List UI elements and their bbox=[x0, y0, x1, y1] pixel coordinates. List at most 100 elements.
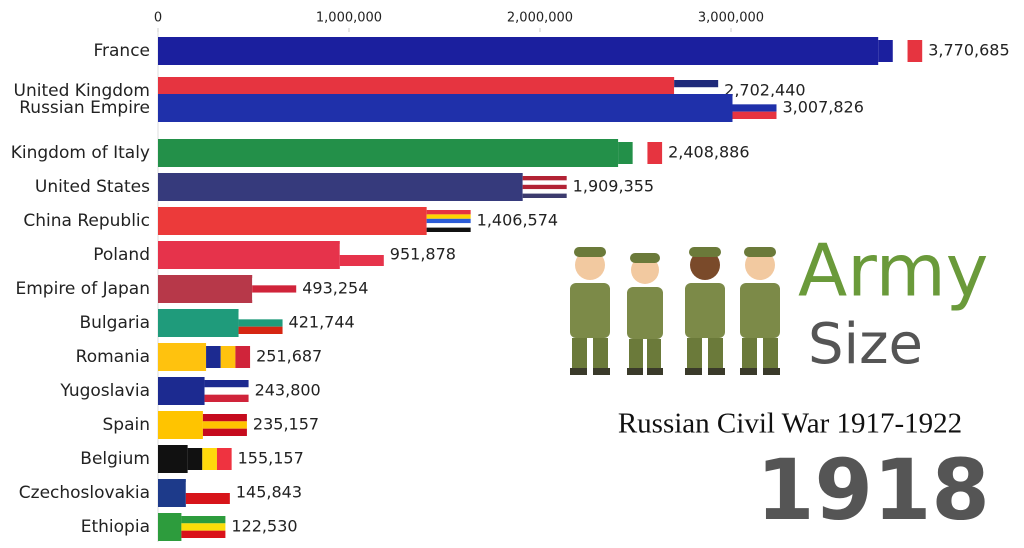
category-label: Russian Empire bbox=[19, 98, 150, 118]
flag-stripe bbox=[220, 346, 236, 368]
category-label: China Republic bbox=[23, 211, 150, 231]
flag-stripe bbox=[181, 530, 226, 538]
flag-stripe bbox=[181, 523, 226, 531]
category-label: France bbox=[93, 41, 150, 61]
flag-stripe bbox=[185, 482, 230, 493]
flag-stripe bbox=[204, 380, 249, 388]
bar bbox=[158, 173, 523, 201]
flag-stripe bbox=[216, 448, 232, 470]
flag-stripe bbox=[238, 326, 283, 334]
flag-stripe bbox=[204, 387, 249, 395]
value-label: 493,254 bbox=[302, 279, 368, 298]
value-label: 243,800 bbox=[255, 381, 321, 400]
period-label: 1918 bbox=[756, 441, 990, 539]
flag-stripe bbox=[202, 421, 247, 429]
flag-stripe bbox=[632, 142, 648, 164]
bar bbox=[158, 275, 253, 303]
bar bbox=[158, 309, 239, 337]
flag-stripe bbox=[252, 285, 297, 293]
category-label: Kingdom of Italy bbox=[11, 143, 150, 163]
value-label: 122,530 bbox=[231, 517, 297, 536]
flag-stripe bbox=[732, 111, 777, 119]
bar bbox=[158, 445, 188, 473]
category-label: Empire of Japan bbox=[16, 279, 151, 299]
flag-stripe bbox=[907, 40, 923, 62]
value-label: 155,157 bbox=[238, 449, 304, 468]
flag-stripe bbox=[878, 40, 893, 62]
flag-stripe bbox=[187, 448, 203, 470]
flag-stripe bbox=[522, 184, 567, 190]
chart-subtitle: Size bbox=[808, 312, 923, 377]
x-tick-label: 2,000,000 bbox=[507, 11, 573, 26]
flag-stripe bbox=[181, 516, 226, 524]
flag-stripe bbox=[252, 292, 297, 300]
category-label: Romania bbox=[76, 347, 150, 367]
category-label: Spain bbox=[103, 415, 151, 435]
flag-stripe bbox=[522, 189, 567, 194]
flag-stripe bbox=[235, 346, 251, 368]
flag-stripe bbox=[238, 312, 283, 320]
flag-stripe bbox=[732, 97, 777, 105]
bar bbox=[158, 139, 619, 167]
bar bbox=[158, 94, 733, 122]
flag-stripe bbox=[732, 104, 777, 112]
flag-stripe bbox=[522, 176, 567, 181]
flag-stripe bbox=[674, 87, 719, 95]
flag-stripe bbox=[202, 414, 247, 422]
bar bbox=[158, 343, 207, 371]
value-label: 2,702,440 bbox=[724, 81, 805, 100]
value-label: 145,843 bbox=[236, 483, 302, 502]
bar bbox=[158, 207, 427, 235]
category-label: United Kingdom bbox=[14, 81, 150, 101]
category-label: Bulgaria bbox=[80, 313, 151, 333]
value-label: 421,744 bbox=[289, 313, 355, 332]
flag-stripe bbox=[426, 218, 471, 224]
flag-stripe bbox=[426, 223, 471, 228]
bar bbox=[158, 411, 203, 439]
value-label: 1,909,355 bbox=[573, 177, 654, 196]
flag-stripe bbox=[339, 244, 384, 255]
flag-stripe bbox=[185, 493, 230, 504]
flag-stripe bbox=[522, 180, 567, 185]
bar bbox=[158, 479, 186, 507]
flag-stripe bbox=[204, 394, 249, 402]
chart-title: Army bbox=[798, 229, 988, 313]
soldiers-illustration bbox=[570, 247, 780, 375]
category-label: Czechoslovakia bbox=[19, 483, 150, 503]
flag-stripe bbox=[522, 193, 567, 198]
flag-stripe bbox=[618, 142, 633, 164]
x-tick-label: 1,000,000 bbox=[316, 11, 382, 26]
value-label: 3,007,826 bbox=[782, 98, 863, 117]
x-tick-label: 3,000,000 bbox=[698, 11, 764, 26]
bar bbox=[158, 37, 879, 65]
value-label: 3,770,685 bbox=[928, 41, 1009, 60]
category-label: Yugoslavia bbox=[59, 381, 150, 401]
category-label: Belgium bbox=[80, 449, 150, 469]
flag-stripe bbox=[892, 40, 908, 62]
bar bbox=[158, 377, 205, 405]
flag-stripe bbox=[339, 255, 384, 266]
value-label: 951,878 bbox=[390, 245, 456, 264]
x-tick-label: 0 bbox=[154, 11, 162, 26]
category-label: Ethiopia bbox=[81, 517, 150, 537]
bar bbox=[158, 513, 182, 541]
flag-stripe bbox=[426, 210, 471, 215]
flag-stripe bbox=[426, 227, 471, 232]
flag-stripe bbox=[202, 428, 247, 436]
category-label: United States bbox=[35, 177, 150, 197]
category-label: Poland bbox=[93, 245, 150, 265]
value-label: 251,687 bbox=[256, 347, 322, 366]
value-label: 1,406,574 bbox=[477, 211, 558, 230]
flag-stripe bbox=[206, 346, 221, 368]
flag-stripe bbox=[426, 214, 471, 219]
flag-stripe bbox=[252, 278, 297, 286]
value-label: 2,408,886 bbox=[668, 143, 749, 162]
bar bbox=[158, 241, 340, 269]
caption: Russian Civil War 1917-1922 bbox=[618, 408, 962, 440]
flag-stripe bbox=[202, 448, 217, 470]
flag-stripe bbox=[674, 80, 719, 88]
flag-stripe bbox=[238, 319, 283, 327]
value-label: 235,157 bbox=[253, 415, 319, 434]
flag-stripe bbox=[647, 142, 663, 164]
